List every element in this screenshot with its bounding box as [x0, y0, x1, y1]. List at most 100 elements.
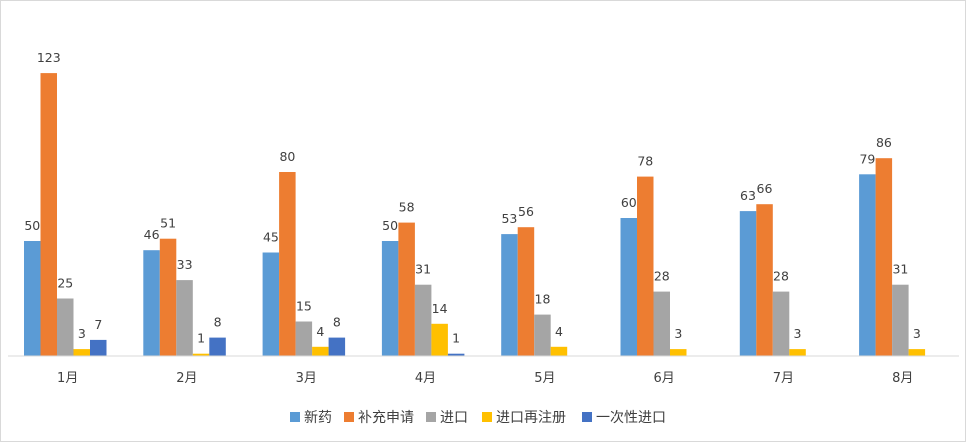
- data-label-2-5: 56: [518, 204, 534, 219]
- legend: 新药 补充申请 进口 进口再注册 一次性进口: [290, 410, 666, 426]
- data-label-2-7: 66: [757, 181, 773, 196]
- bar-4-8: [908, 349, 926, 356]
- bar-1-3: [262, 252, 280, 356]
- bar-1-8: [859, 174, 876, 356]
- legend-swatch: [290, 412, 300, 422]
- legend-item: 进口: [426, 410, 468, 426]
- bar-1-4: [381, 241, 399, 356]
- x-tick-label: 4月: [415, 371, 436, 386]
- data-label-2-6: 78: [637, 154, 653, 169]
- x-tick-label: 7月: [773, 371, 794, 386]
- bar-3-8: [892, 284, 909, 356]
- legend-swatch: [426, 412, 436, 422]
- bar-4-5: [550, 346, 568, 356]
- legend-swatch: [344, 412, 354, 422]
- data-label-2-8: 86: [876, 135, 892, 150]
- data-label-1-4: 50: [382, 218, 398, 233]
- x-tick-label: 1月: [57, 371, 78, 386]
- bar-3-3: [295, 321, 313, 356]
- data-label-3-7: 28: [773, 269, 789, 284]
- bar-3-4: [414, 284, 432, 356]
- data-label-1-6: 60: [621, 195, 637, 210]
- bar-3-6: [653, 291, 670, 356]
- legend-item: 补充申请: [344, 410, 414, 426]
- data-label-5-1: 7: [94, 317, 102, 332]
- bar-4-3: [312, 346, 329, 356]
- legend-label: 新药: [304, 410, 332, 426]
- legend-label: 进口: [440, 410, 468, 426]
- bar-4-4: [431, 323, 448, 356]
- bars-layer: [24, 73, 926, 356]
- bar-5-1: [90, 339, 107, 356]
- data-label-4-6: 3: [674, 326, 682, 341]
- data-label-4-5: 4: [555, 324, 563, 339]
- bar-1-1: [24, 241, 41, 356]
- legend-swatch: [582, 412, 592, 422]
- data-label-3-2: 33: [177, 257, 193, 272]
- data-label-3-1: 25: [57, 276, 73, 291]
- bar-4-7: [789, 349, 806, 356]
- legend-item: 一次性进口: [582, 410, 666, 426]
- data-label-2-3: 80: [279, 149, 295, 164]
- bar-2-1: [40, 73, 57, 356]
- data-label-4-8: 3: [913, 326, 921, 341]
- x-tick-label: 2月: [176, 371, 197, 386]
- bar-2-4: [398, 222, 415, 356]
- legend-swatch: [482, 412, 492, 422]
- bar-4-6: [670, 349, 687, 356]
- x-tick-label: 5月: [534, 371, 555, 386]
- bar-4-2: [192, 353, 210, 356]
- data-label-4-3: 4: [316, 324, 324, 339]
- data-label-1-8: 79: [859, 151, 875, 166]
- data-label-3-3: 15: [296, 299, 312, 314]
- legend-label: 一次性进口: [596, 410, 666, 426]
- data-label-4-1: 3: [78, 326, 86, 341]
- bar-1-7: [739, 211, 757, 356]
- data-label-1-5: 53: [501, 211, 517, 226]
- data-label-3-8: 31: [892, 262, 908, 277]
- data-label-5-4: 1: [452, 331, 460, 346]
- bar-2-7: [756, 204, 773, 356]
- bar-2-8: [875, 158, 893, 356]
- bar-2-5: [517, 227, 535, 356]
- bar-1-2: [143, 250, 160, 356]
- data-label-1-7: 63: [740, 188, 756, 203]
- data-label-5-3: 8: [333, 315, 341, 330]
- bar-3-2: [176, 280, 193, 356]
- data-label-4-4: 14: [432, 301, 448, 316]
- data-label-2-2: 51: [160, 216, 176, 231]
- bar-3-7: [772, 291, 790, 356]
- data-label-1-1: 50: [24, 218, 40, 233]
- x-tick-label: 8月: [892, 371, 913, 386]
- bar-1-6: [620, 218, 637, 356]
- data-label-3-4: 31: [415, 262, 431, 277]
- bar-2-6: [637, 176, 654, 356]
- data-label-2-4: 58: [399, 200, 415, 215]
- x-tick-label: 3月: [296, 371, 317, 386]
- bar-5-2: [209, 337, 226, 356]
- bar-5-4: [447, 353, 465, 356]
- legend-item: 进口再注册: [482, 410, 566, 426]
- data-label-1-2: 46: [144, 227, 160, 242]
- data-label-5-2: 8: [214, 315, 222, 330]
- bar-3-5: [534, 314, 551, 356]
- data-label-3-5: 18: [535, 292, 551, 307]
- bar-5-3: [328, 337, 346, 356]
- bar-3-1: [57, 298, 74, 356]
- legend-label: 进口再注册: [496, 410, 566, 426]
- data-label-4-2: 1: [197, 331, 205, 346]
- legend-label: 补充申请: [358, 410, 414, 426]
- data-label-3-6: 28: [654, 269, 670, 284]
- data-label-1-3: 45: [263, 230, 279, 245]
- bar-4-1: [73, 349, 90, 356]
- bar-1-5: [501, 234, 518, 356]
- legend-item: 新药: [290, 410, 332, 426]
- bar-2-2: [159, 238, 177, 356]
- x-tick-label: 6月: [653, 371, 674, 386]
- data-label-4-7: 3: [794, 326, 802, 341]
- bar-2-3: [279, 172, 296, 356]
- data-label-2-1: 123: [37, 50, 61, 65]
